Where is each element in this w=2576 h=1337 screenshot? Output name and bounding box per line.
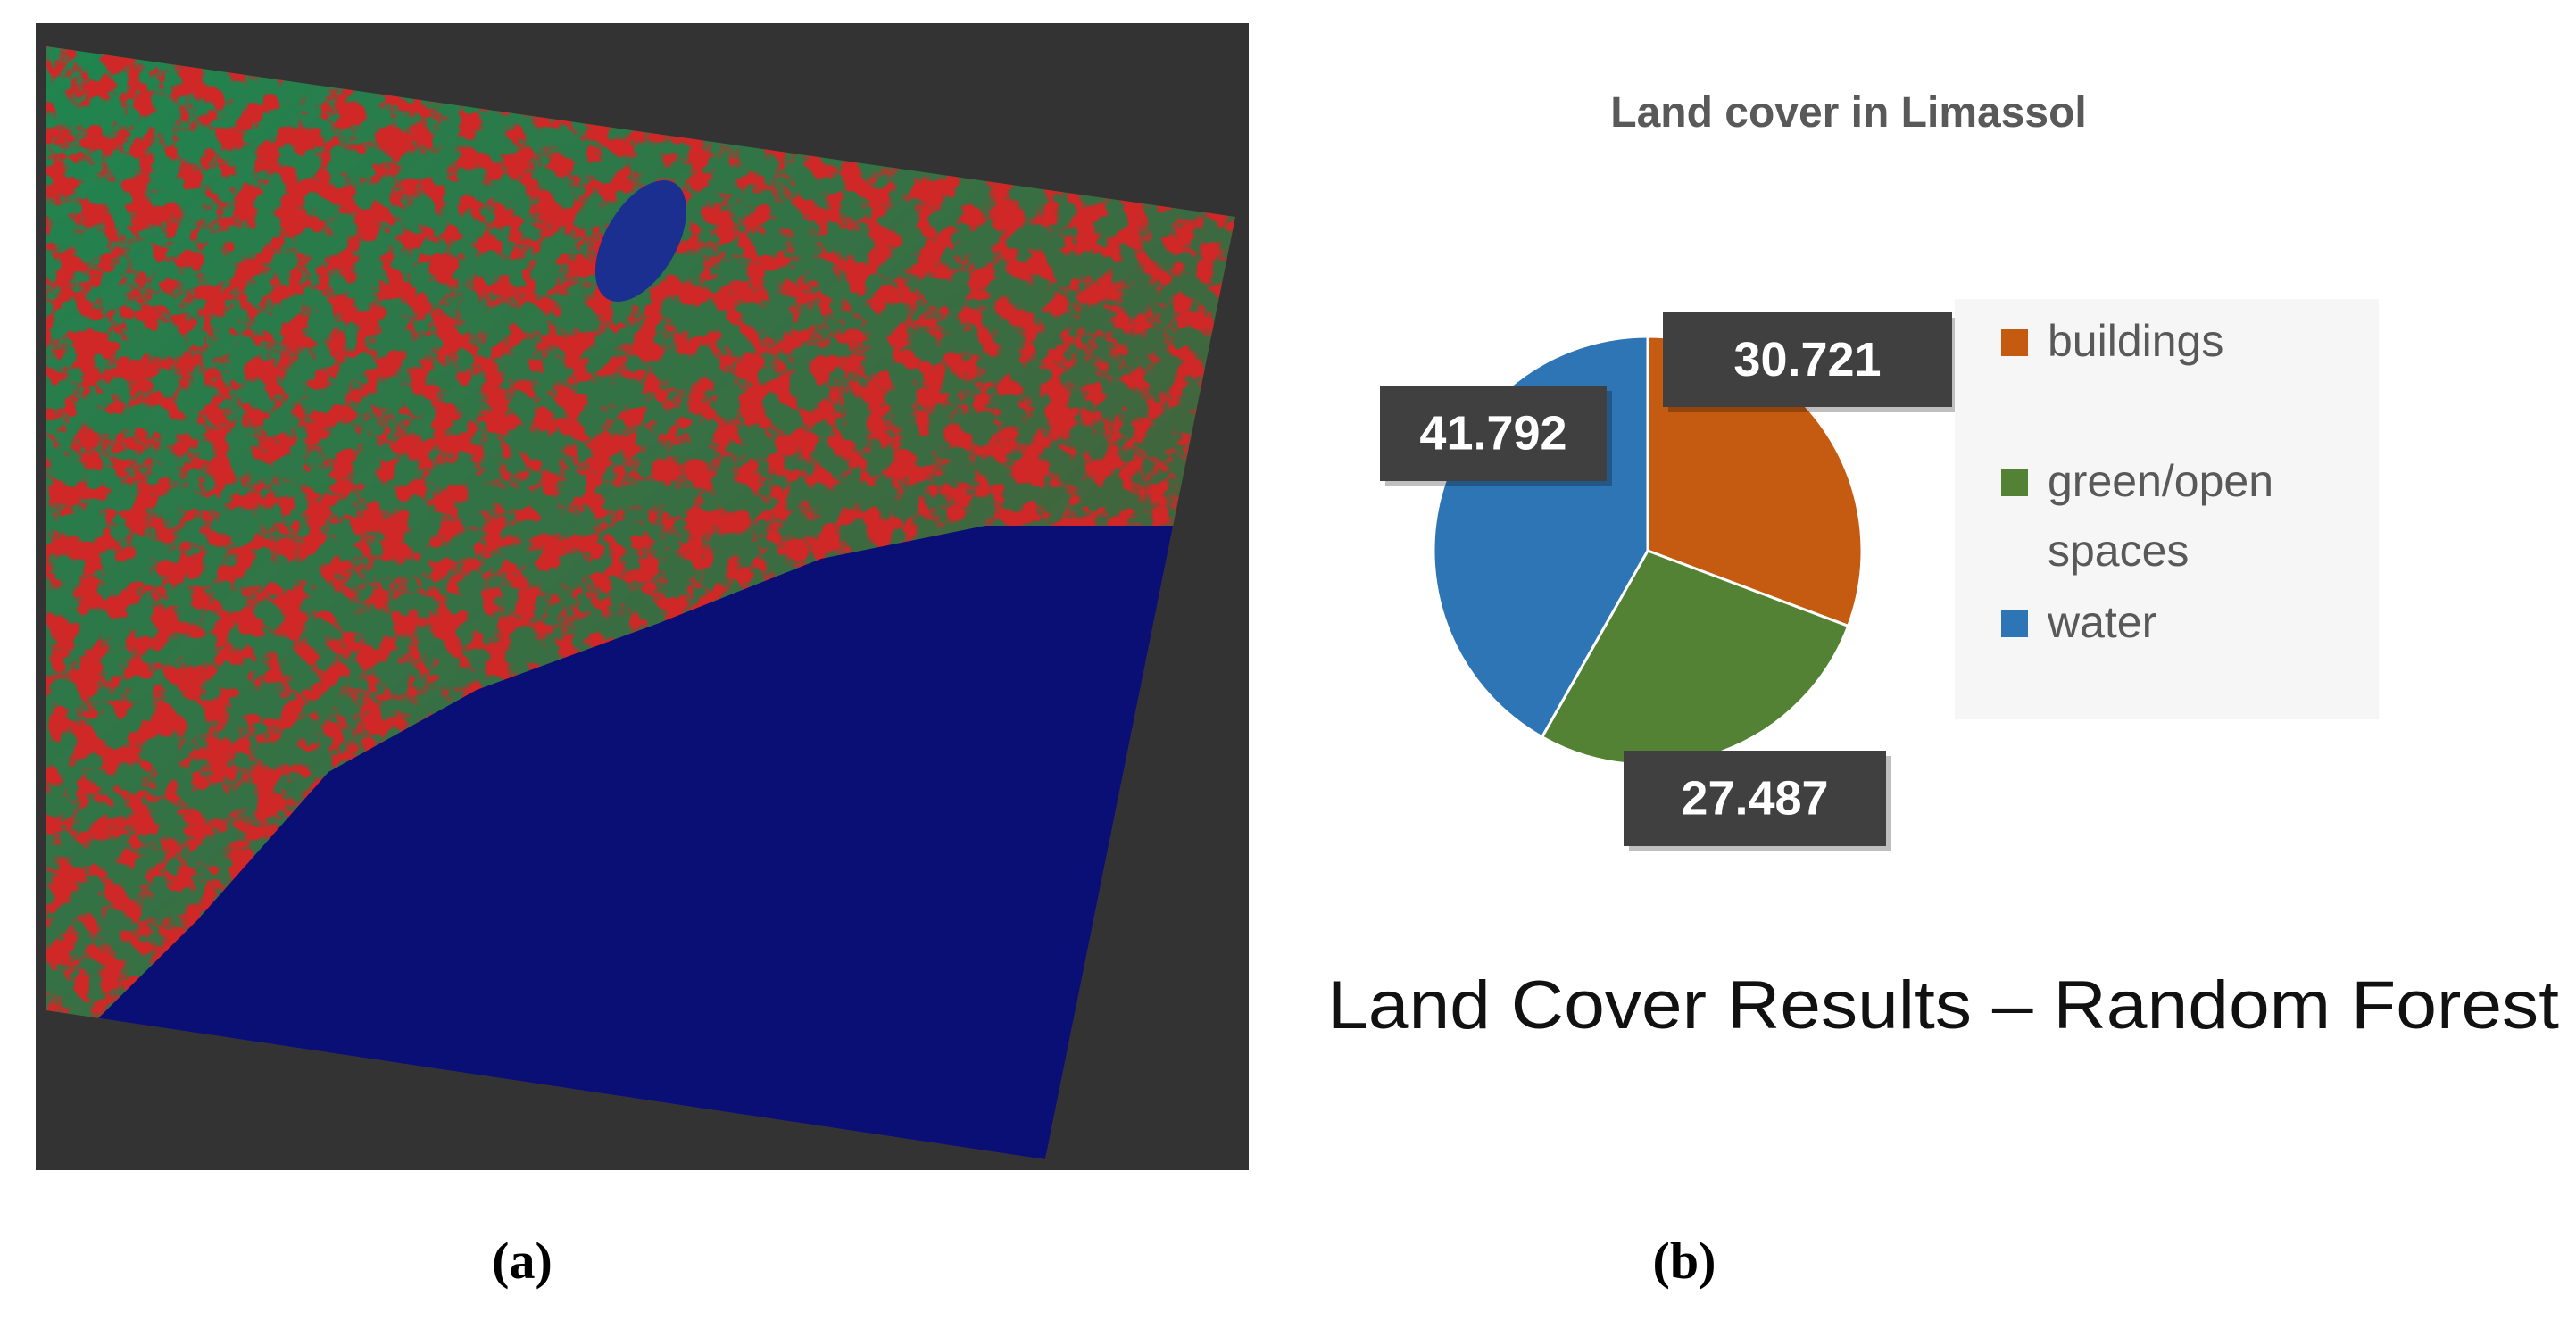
legend-entry: water (2001, 587, 2342, 657)
legend-swatch (2001, 610, 2028, 637)
chart-title: Land cover in Limassol (1610, 89, 2086, 137)
legend-entry: buildings (2001, 306, 2342, 376)
data-label-box (1380, 386, 1607, 481)
legend-swatch (2001, 469, 2028, 496)
data-labels: 30.721 27.487 41.792 (1380, 312, 1957, 851)
data-label: 27.487 (1681, 772, 1828, 826)
map-land (46, 46, 1235, 1159)
panel-label: (a) (492, 1232, 553, 1290)
data-label: 30.721 (1733, 333, 1881, 386)
legend-label: buildings (2048, 316, 2224, 366)
data-label: 41.792 (1419, 407, 1566, 461)
legend: buildings green/open spaces water (1955, 299, 2379, 719)
legend-label: water (2048, 597, 2157, 647)
data-label-box (1663, 312, 1952, 407)
panel-label: (b) (1653, 1232, 1716, 1290)
data-label-box (1624, 751, 1886, 846)
legend-swatch (2001, 329, 2028, 356)
caption: Land Cover Results – Random Forest (1327, 967, 2559, 1043)
legend-label: green/open spaces (2048, 456, 2274, 576)
legend-entry: green/open spaces (2001, 446, 2342, 585)
